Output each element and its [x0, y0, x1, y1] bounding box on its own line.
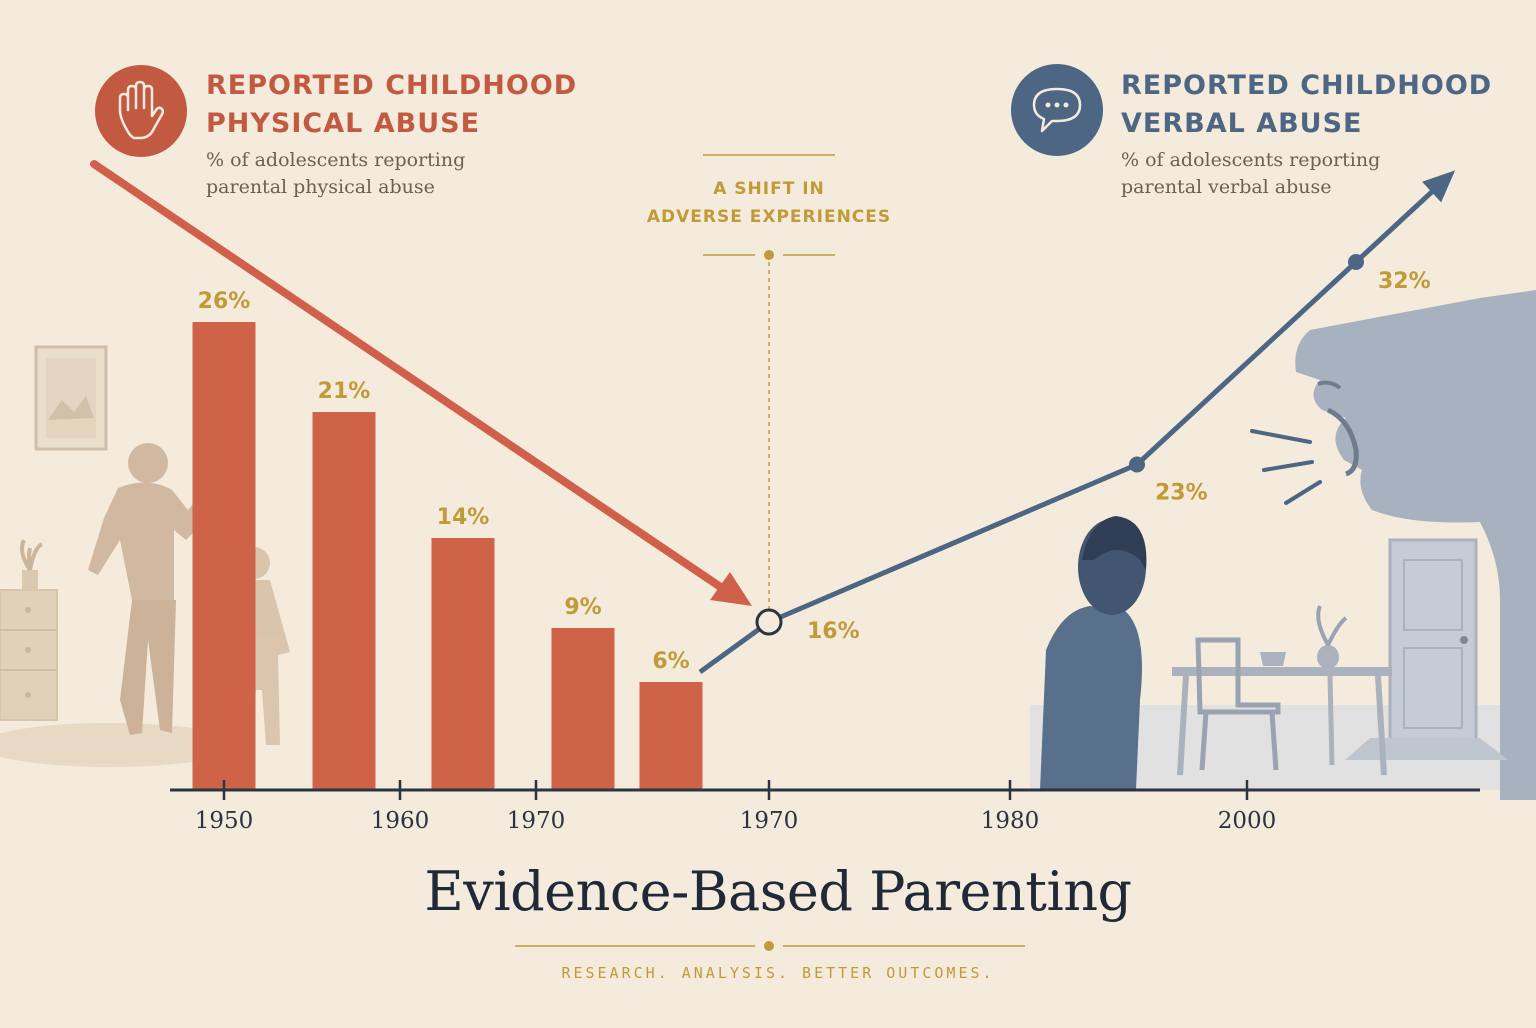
- verbal-point-label: 23%: [1155, 481, 1208, 506]
- speech-bubble-icon: [1011, 64, 1103, 156]
- physical-bars: [192, 322, 703, 790]
- shift-annotation: [703, 154, 835, 610]
- verbal-trend-arrow-head: [1422, 170, 1456, 203]
- physical-bar-label: 6%: [652, 649, 689, 674]
- legend-physical-subtitle-1: % of adolescents reporting: [206, 149, 466, 171]
- x-tick-label: 1970: [740, 808, 799, 834]
- physical-trend-arrow: [90, 160, 752, 606]
- parent-scolding-illustration: [0, 345, 290, 767]
- physical-bar-label: 21%: [318, 379, 371, 404]
- title-divider: [515, 941, 1025, 951]
- verbal-line-segment: [1135, 260, 1358, 467]
- x-tick-label: 1970: [507, 808, 566, 834]
- legend-verbal-subtitle-1: % of adolescents reporting: [1121, 149, 1381, 171]
- physical-bar-label: 26%: [198, 289, 251, 314]
- x-tick-label: 1950: [195, 808, 254, 834]
- legend-verbal-title-2: VERBAL ABUSE: [1121, 108, 1363, 139]
- legend-verbal-subtitle-2: parental verbal abuse: [1121, 176, 1332, 198]
- verbal-connector: [698, 619, 771, 675]
- x-axis-ticks: 1950 1960 1970 1970 1980 2000: [195, 780, 1277, 834]
- verbal-abuse-illustration: [1030, 290, 1536, 800]
- x-tick-label: 1960: [371, 808, 430, 834]
- physical-bar: [431, 538, 495, 790]
- tagline: RESEARCH. ANALYSIS. BETTER OUTCOMES.: [561, 964, 995, 982]
- physical-bar: [639, 682, 703, 790]
- verbal-point-label: 32%: [1378, 269, 1431, 294]
- legend-verbal-title-1: REPORTED CHILDHOOD: [1121, 70, 1493, 101]
- verbal-point-label: 16%: [807, 619, 860, 644]
- raised-hand-icon: [95, 65, 187, 157]
- annotation-text: A SHIFT IN ADVERSE EXPERIENCES: [640, 175, 898, 231]
- physical-bar-label: 14%: [437, 505, 490, 530]
- legend-physical-title-2: PHYSICAL ABUSE: [206, 108, 481, 139]
- shout-line: [1284, 480, 1322, 505]
- verbal-point: [1129, 456, 1145, 473]
- verbal-line: [698, 170, 1456, 675]
- physical-bar: [551, 628, 615, 790]
- physical-bar-label: 9%: [564, 595, 601, 620]
- verbal-trend-arrow-shaft: [1354, 182, 1443, 264]
- legend-physical-title-1: REPORTED CHILDHOOD: [206, 70, 578, 101]
- shout-line: [1262, 460, 1314, 472]
- shout-line: [1250, 429, 1312, 444]
- physical-bar: [192, 322, 256, 790]
- verbal-point-labels: 16% 23% 32%: [807, 269, 1431, 644]
- annotation-line-2: ADVERSE EXPERIENCES: [646, 207, 892, 227]
- verbal-point: [1348, 254, 1364, 270]
- verbal-line-segment: [768, 462, 1138, 625]
- physical-bar: [312, 412, 376, 790]
- verbal-point: [755, 608, 783, 636]
- physical-bar-labels: 26% 21% 14% 9% 6%: [198, 289, 690, 674]
- legend-physical-subtitle-2: parental physical abuse: [206, 176, 435, 198]
- x-tick-label: 1980: [981, 808, 1040, 834]
- annotation-line-1: A SHIFT IN: [713, 179, 825, 199]
- x-tick-label: 2000: [1218, 808, 1277, 834]
- page-title: Evidence-Based Parenting: [424, 860, 1132, 923]
